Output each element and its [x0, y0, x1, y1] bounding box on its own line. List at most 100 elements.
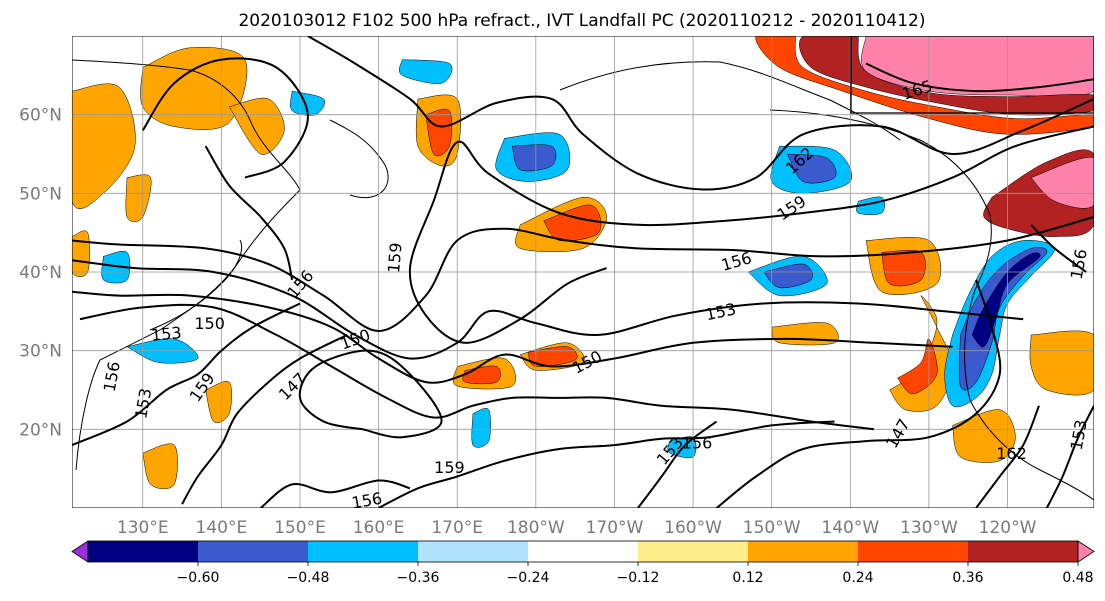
- colorbar-extend-low: [71, 540, 89, 563]
- contour-line-156: [260, 479, 411, 508]
- shaded-region: [786, 153, 837, 184]
- colorbar-segment: [968, 541, 1079, 562]
- shaded-region: [72, 230, 90, 277]
- lon-tick-label: 140°E: [196, 518, 248, 538]
- contour-line-162: [307, 36, 1094, 191]
- lon-tick-label: 130°W: [900, 518, 958, 538]
- colorbar-segment: [748, 541, 859, 562]
- colorbar-tick-label: 0.48: [1062, 570, 1093, 586]
- contour-line-156: [72, 302, 301, 447]
- contour-label-text: 156: [350, 489, 383, 513]
- shaded-region: [771, 322, 839, 346]
- lat-tick-label: 30°N: [19, 342, 62, 362]
- shaded-region: [142, 443, 178, 490]
- colorbar-segment: [528, 541, 639, 562]
- contour-label-text: 156: [682, 434, 713, 453]
- colorbar-tick-label: −0.24: [507, 570, 550, 586]
- contour-label: 159: [384, 242, 406, 274]
- lon-tick-label: 160°W: [664, 518, 722, 538]
- shaded-region: [101, 250, 131, 284]
- contour-label: 156: [682, 434, 713, 453]
- colorbar-tick-label: 0.36: [952, 570, 983, 586]
- contour-line-159: [378, 420, 835, 508]
- lon-tick-label: 120°W: [979, 518, 1037, 538]
- lon-tick-label: 150°E: [274, 518, 326, 538]
- lat-tick-label: 20°N: [19, 420, 62, 440]
- shaded-region: [471, 408, 491, 448]
- contour-label: 159: [434, 458, 465, 477]
- coastline-alaska: [559, 61, 901, 141]
- lon-tick-label: 150°W: [743, 518, 801, 538]
- shaded-region: [543, 204, 602, 242]
- contour-line-150: [72, 290, 953, 384]
- colorbar-tick-label: 0.12: [732, 570, 763, 586]
- shaded-region: [1030, 157, 1094, 209]
- contour-label: 162: [996, 444, 1027, 463]
- colorbar-segment: [308, 541, 419, 562]
- lon-tick-label: 170°W: [586, 518, 644, 538]
- contour-layer: [72, 36, 1094, 508]
- figure-title: 2020103012 F102 500 hPa refract., IVT La…: [238, 11, 925, 31]
- shaded-region: [763, 263, 813, 289]
- shaded-region: [1029, 330, 1094, 396]
- shaded-region: [527, 346, 578, 367]
- graticule: [72, 36, 1094, 508]
- contour-line-147: [79, 303, 875, 431]
- colorbar-segment: [418, 541, 529, 562]
- colorbar-tick-label: 0.24: [842, 570, 873, 586]
- contour-line-153: [1045, 405, 1094, 508]
- contour-label: 153: [150, 323, 182, 345]
- colorbar-tick-label: −0.36: [397, 570, 440, 586]
- coastline-asia: [72, 59, 301, 471]
- shaded-region: [205, 381, 232, 424]
- lat-tick-label: 40°N: [19, 263, 62, 283]
- contour-line-159: [181, 334, 348, 505]
- contour-line-162: [715, 279, 1002, 508]
- lon-tick-label: 180°W: [507, 518, 565, 538]
- shaded-region: [971, 252, 1041, 348]
- shaded-region: [897, 338, 938, 395]
- contour-line-156: [1030, 224, 1087, 273]
- colorbar-extend-high: [1077, 540, 1095, 563]
- contour-label: 156: [350, 489, 383, 513]
- contour-line-147: [298, 349, 443, 439]
- colorbar-tick-label: −0.12: [617, 570, 660, 586]
- lon-tick-label: 140°W: [821, 518, 879, 538]
- colorbar-segment: [858, 541, 969, 562]
- shaded-region: [511, 144, 557, 172]
- shaded-region: [881, 250, 926, 287]
- contour-label-text: 150: [194, 314, 225, 333]
- contour-line-159: [408, 125, 1094, 344]
- contour-line-156: [141, 57, 309, 179]
- contour-line-162: [975, 405, 1040, 508]
- landfall-region-box: [850, 36, 1094, 114]
- colorbar-tick-label: −0.60: [177, 570, 220, 586]
- contour-line-159: [204, 145, 294, 281]
- colorbar-tick-label: −0.48: [287, 570, 330, 586]
- colorbar-outline: [87, 540, 1079, 563]
- shaded-region: [958, 247, 1048, 391]
- lat-tick-label: 60°N: [19, 106, 62, 126]
- colorbar-tick-labels: −0.60 −0.48 −0.36 −0.24 −0.12 0.12 0.24 0.36 0.4…: [177, 562, 1094, 586]
- colorbar: [71, 540, 1095, 563]
- shading-layer: [72, 36, 1094, 490]
- contour-line-165: [865, 62, 1094, 93]
- lat-tick-label: 50°N: [19, 184, 62, 204]
- contour-label-text: 159: [434, 458, 465, 477]
- longitude-labels: 130°E 140°E 150°E 160°E 170°E 180°W 170°W 160°W…: [117, 518, 1037, 538]
- contour-line-156: [72, 215, 1094, 333]
- shaded-region: [228, 97, 285, 155]
- contour-label-text: 162: [996, 444, 1027, 463]
- contour-label-text: 159: [384, 242, 406, 274]
- lon-tick-label: 170°E: [431, 518, 483, 538]
- contour-line-153: [637, 420, 718, 508]
- colorbar-segment: [198, 541, 309, 562]
- contour-label-text: 153: [150, 323, 182, 345]
- contour-label: 150: [194, 314, 225, 333]
- colorbar-segment: [88, 541, 199, 562]
- coastline-japan: [149, 239, 243, 331]
- shaded-region: [799, 36, 1094, 116]
- colorbar-segment: [638, 541, 749, 562]
